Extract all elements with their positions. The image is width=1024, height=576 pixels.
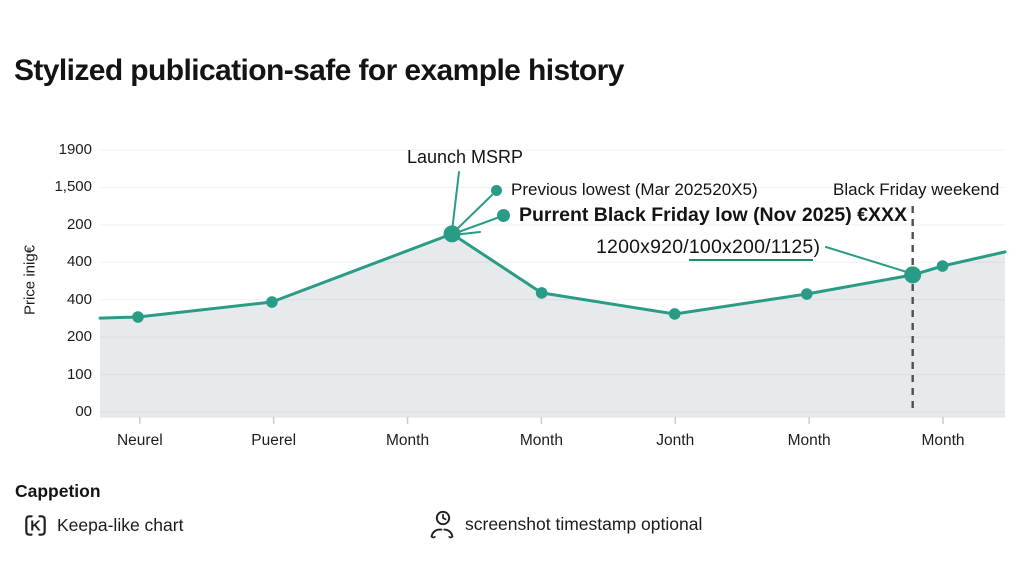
caption-item-label: screenshot timestamp optional xyxy=(465,514,703,534)
annotation-size-line: 1200x920/100x200/1125) xyxy=(596,236,821,261)
y-tick-label: 100 xyxy=(66,365,92,383)
annotation-previous-lowest-label: Previous lowest (Mar 202520X5) xyxy=(511,180,758,199)
y-tick-label: 00 xyxy=(75,403,92,420)
annotation-leader-line xyxy=(452,194,493,234)
annotation-leader-line xyxy=(825,246,911,274)
x-axis-label: Puerel xyxy=(251,432,297,449)
data-point-dot xyxy=(535,287,548,299)
x-axis-label: Jonth xyxy=(656,432,695,449)
y-tick-label: 1,500 xyxy=(54,178,92,196)
price-line xyxy=(98,232,1007,320)
annotation-current-black-friday-low: Purrent Black Friday low (Nov 2025) €XXX xyxy=(497,204,907,227)
data-point-dot xyxy=(443,225,461,243)
caption-item-timestamp: screenshot timestamp optional xyxy=(428,509,702,540)
annotation-leader-line xyxy=(451,171,460,232)
x-axis-label: Month xyxy=(386,432,430,449)
x-axis-label: Month xyxy=(921,432,965,449)
area-fill xyxy=(100,233,1005,417)
data-point-dot xyxy=(936,260,949,272)
y-tick-label: 200 xyxy=(66,328,92,346)
caption-item-keepa: K Keepa-like chart xyxy=(23,513,183,538)
annotation-black-friday-weekend: Black Friday weekend xyxy=(833,180,1000,199)
size-line-suffix: ) xyxy=(813,236,821,258)
annotation-launch-msrp: Launch MSRP xyxy=(407,147,524,167)
data-point-dot xyxy=(668,308,681,320)
caption-heading: Cappetion xyxy=(15,481,101,501)
data-point-dot xyxy=(132,311,144,323)
bullet-dot-icon xyxy=(497,209,510,222)
y-tick-label: 400 xyxy=(66,253,92,271)
x-axis-label: Month xyxy=(787,432,831,449)
size-line-prefix: 1200x920/ xyxy=(596,236,689,258)
y-tick-label: 200 xyxy=(66,215,92,233)
annotation-current-low-label: Purrent Black Friday low (Nov 2025) €XXX xyxy=(519,204,907,226)
y-tick-label: 400 xyxy=(66,290,92,308)
bullet-dot-icon xyxy=(491,184,502,196)
data-point-dot xyxy=(904,266,922,284)
size-line-underlined: 100x200/1125 xyxy=(688,236,814,261)
x-axis-label: Neurel xyxy=(116,432,163,449)
caption-item-label: Keepa-like chart xyxy=(57,515,184,535)
y-tick-label: 1900 xyxy=(58,141,92,158)
data-point-dot xyxy=(266,296,278,308)
clock-person-icon xyxy=(430,510,454,539)
keepa-badge-icon: K xyxy=(25,515,46,536)
x-axis-label: Month xyxy=(519,432,563,449)
data-point-dot xyxy=(801,288,813,300)
svg-text:K: K xyxy=(30,519,41,535)
page-title: Stylized publication-safe for example hi… xyxy=(14,54,624,87)
annotation-previous-lowest: Previous lowest (Mar 202520X5) xyxy=(491,180,758,200)
annotation-leader-line xyxy=(452,217,498,235)
